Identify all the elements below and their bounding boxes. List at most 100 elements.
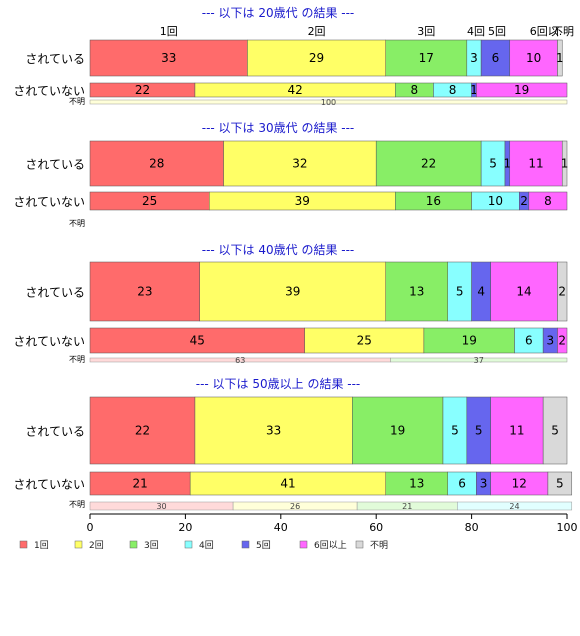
category-label: 5回 — [488, 25, 506, 38]
bar-sareteiru-value-label: 5 — [551, 424, 559, 438]
bar-sareteinai-segment-7 — [547, 471, 573, 496]
bar-sareteinai-value-label: 45 — [190, 334, 205, 348]
bar-sareteiru-value-label: 22 — [421, 157, 436, 171]
bar-sareteiru-value-label: 11 — [528, 157, 543, 171]
row-label-sareteiru: されている — [25, 425, 85, 439]
x-tick-label: 0 — [87, 521, 94, 534]
row-label-sareteiru: されている — [25, 158, 85, 172]
bar-sareteiru-segment-2 — [194, 396, 353, 465]
bar-fumei-segment-4 — [457, 501, 573, 511]
bar-sareteiru-segment-2 — [247, 39, 386, 77]
bar-sareteiru-value-label: 22 — [135, 424, 150, 438]
bar-sareteinai-value-label: 2 — [558, 334, 566, 348]
panel-title: --- 以下は 40歳代 の結果 --- — [202, 243, 355, 257]
bar-fumei-value-label: 100 — [321, 98, 336, 107]
bar-sareteinai-value-label: 13 — [409, 477, 424, 491]
bar-sareteinai-value-label: 6 — [525, 334, 533, 348]
bar-sareteiru-segment-1 — [89, 396, 196, 465]
bar-sareteiru-value-label: 5 — [475, 424, 483, 438]
bar-sareteiru-value-label: 23 — [137, 285, 152, 299]
legend-swatch — [299, 540, 308, 549]
legend-label: 3回 — [144, 540, 159, 551]
bar-sareteinai-value-label: 19 — [462, 334, 477, 348]
bar-sareteinai-segment-6 — [557, 327, 568, 354]
x-tick-label: 20 — [178, 521, 192, 534]
x-tick-label: 40 — [274, 521, 288, 534]
bar-sareteiru-segment-6 — [490, 396, 544, 465]
bar-sareteinai-value-label: 3 — [480, 477, 488, 491]
bar-sareteiru-value-label: 2 — [558, 285, 566, 299]
panel-title: --- 以下は 50歳以上 の結果 --- — [196, 377, 361, 391]
bar-sareteinai-value-label: 10 — [488, 194, 503, 208]
row-label-sareteinai: されていない — [13, 335, 85, 349]
row-label-fumei: 不明 — [69, 355, 85, 364]
panel-title: --- 以下は 30歳代 の結果 --- — [202, 121, 355, 135]
bar-sareteiru-segment-7 — [557, 39, 563, 77]
bar-sareteinai-value-label: 8 — [449, 83, 457, 97]
bar-sareteinai-value-label: 16 — [426, 194, 441, 208]
bar-sareteinai-value-label: 5 — [556, 477, 564, 491]
bar-sareteiru-segment-7 — [561, 140, 568, 187]
legend-label: 1回 — [34, 540, 49, 551]
bar-sareteinai-value-label: 6 — [458, 477, 466, 491]
row-label-sareteinai: されていない — [13, 195, 85, 209]
bar-sareteiru-value-label: 28 — [149, 157, 164, 171]
bar-sareteiru-value-label: 32 — [292, 157, 307, 171]
category-label: 4回 — [467, 25, 485, 38]
bar-sareteiru-value-label: 4 — [477, 285, 485, 299]
bar-sareteiru-value-label: 5 — [456, 285, 464, 299]
bar-sareteiru-segment-6 — [509, 39, 558, 77]
bar-sareteinai-value-label: 12 — [512, 477, 527, 491]
x-tick-label: 80 — [465, 521, 479, 534]
bar-sareteiru-value-label: 33 — [161, 51, 176, 65]
category-label: 6回以. — [530, 25, 563, 38]
bar-sareteinai-value-label: 22 — [135, 83, 150, 97]
category-label: 1回 — [160, 25, 178, 38]
bar-sareteiru-value-label: 29 — [309, 51, 324, 65]
row-label-sareteinai: されていない — [13, 84, 85, 98]
row-label-sareteiru: されている — [25, 52, 85, 66]
legend-label: 2回 — [89, 540, 104, 551]
category-label: 3回 — [417, 25, 435, 38]
bar-sareteinai-value-label: 25 — [142, 194, 157, 208]
bar-sareteinai-segment-2 — [304, 327, 425, 354]
bar-sareteiru-segment-5 — [480, 39, 511, 77]
bar-fumei-value-label: 30 — [156, 502, 166, 511]
bar-sareteinai-value-label: 3 — [546, 334, 554, 348]
bar-sareteiru-value-label: 10 — [526, 51, 541, 65]
bar-sareteiru-value-label: 6 — [492, 51, 500, 65]
bar-sareteinai-segment-6 — [528, 191, 568, 211]
bar-sareteiru-segment-3 — [375, 140, 482, 187]
bar-sareteiru-segment-3 — [385, 261, 448, 322]
bar-sareteinai-segment-4 — [514, 327, 544, 354]
bar-sareteinai-segment-3 — [423, 327, 515, 354]
bar-fumei-segment-2 — [89, 99, 568, 105]
bar-sareteiru-segment-2 — [223, 140, 377, 187]
category-label: 2回 — [308, 25, 326, 38]
bar-sareteiru-segment-7 — [557, 261, 568, 322]
bar-sareteiru-value-label: 3 — [470, 51, 478, 65]
category-label: 不明 — [552, 25, 574, 38]
bar-sareteiru-value-label: 1 — [561, 157, 569, 171]
legend-label: 4回 — [199, 540, 214, 551]
bar-sareteiru-value-label: 13 — [409, 285, 424, 299]
row-label-fumei: 不明 — [69, 219, 85, 228]
x-tick-label: 100 — [557, 521, 578, 534]
panel-title: --- 以下は 20歳代 の結果 --- — [202, 6, 355, 20]
bar-fumei-segment-3 — [390, 357, 568, 363]
bar-sareteinai-value-label: 2 — [520, 194, 528, 208]
bar-sareteinai-value-label: 25 — [357, 334, 372, 348]
legend-swatch — [19, 540, 28, 549]
bar-sareteinai-value-label: 1 — [470, 83, 478, 97]
bar-fumei-value-label: 21 — [402, 502, 412, 511]
bar-fumei-value-label: 26 — [290, 502, 300, 511]
bar-fumei-value-label: 24 — [509, 502, 519, 511]
bar-sareteiru-value-label: 11 — [509, 424, 524, 438]
bar-sareteinai-value-label: 39 — [295, 194, 310, 208]
bar-fumei-value-label: 63 — [235, 356, 245, 365]
bar-sareteiru-segment-7 — [542, 396, 568, 465]
bar-sareteinai-value-label: 41 — [280, 477, 295, 491]
legend-swatch — [241, 540, 250, 549]
